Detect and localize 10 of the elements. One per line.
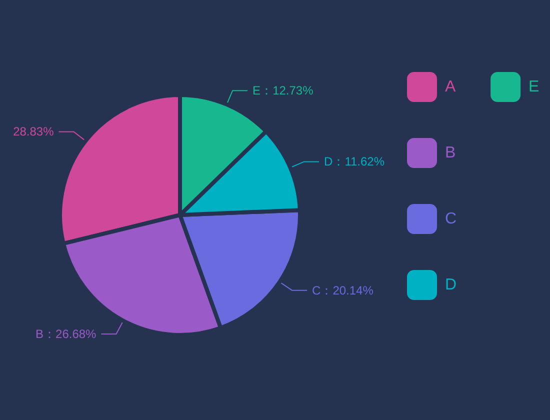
data-label: D：11.62% <box>324 154 385 169</box>
legend-label: B <box>445 144 456 162</box>
data-label: E：12.73% <box>252 84 314 98</box>
legend-label: D <box>445 276 457 294</box>
legend-label: E <box>528 78 540 96</box>
data-label: B：26.68% <box>36 326 97 341</box>
legend-label: C <box>445 210 457 228</box>
legend-label: A <box>445 78 456 96</box>
data-label: 28.83% <box>13 124 54 139</box>
data-label: C：20.14% <box>312 283 374 298</box>
